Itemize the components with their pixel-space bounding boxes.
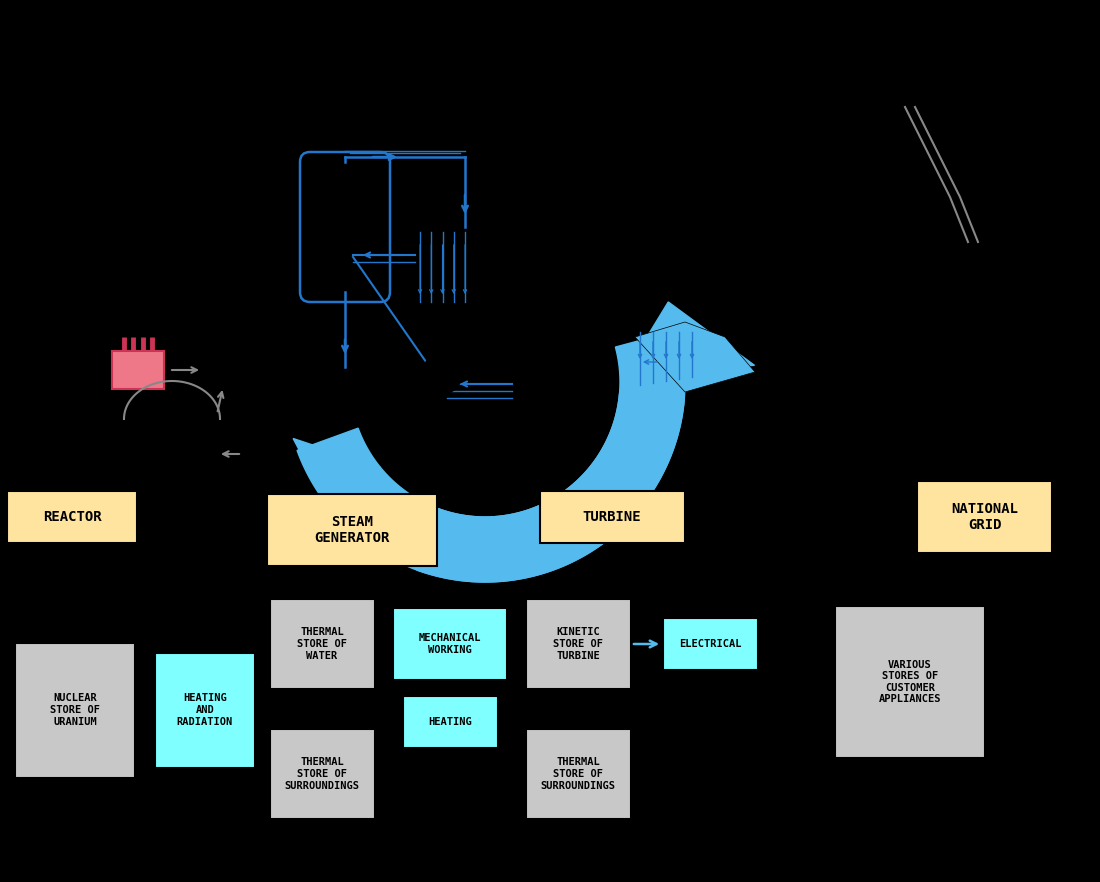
Text: NUCLEAR
STORE OF
URANIUM: NUCLEAR STORE OF URANIUM: [50, 693, 100, 727]
Text: THERMAL
STORE OF
SURROUNDINGS: THERMAL STORE OF SURROUNDINGS: [540, 758, 616, 790]
Text: THERMAL
STORE OF
SURROUNDINGS: THERMAL STORE OF SURROUNDINGS: [285, 758, 360, 790]
Text: STEAM
GENERATOR: STEAM GENERATOR: [315, 515, 389, 545]
Text: VARIOUS
STORES OF
CUSTOMER
APPLIANCES: VARIOUS STORES OF CUSTOMER APPLIANCES: [879, 660, 942, 705]
FancyBboxPatch shape: [526, 599, 630, 689]
FancyBboxPatch shape: [7, 491, 138, 543]
Text: TURBINE: TURBINE: [583, 510, 641, 524]
FancyBboxPatch shape: [270, 599, 374, 689]
Circle shape: [422, 354, 462, 394]
FancyBboxPatch shape: [267, 494, 437, 566]
Polygon shape: [417, 330, 685, 582]
FancyBboxPatch shape: [526, 729, 630, 819]
FancyBboxPatch shape: [15, 642, 135, 778]
FancyBboxPatch shape: [662, 618, 758, 670]
FancyBboxPatch shape: [270, 729, 374, 819]
Text: REACTOR: REACTOR: [43, 510, 101, 524]
Text: NATIONAL
GRID: NATIONAL GRID: [952, 502, 1019, 532]
FancyBboxPatch shape: [393, 608, 507, 680]
Text: THERMAL
STORE OF
WATER: THERMAL STORE OF WATER: [297, 627, 346, 661]
Text: KINETIC
STORE OF
TURBINE: KINETIC STORE OF TURBINE: [553, 627, 603, 661]
FancyBboxPatch shape: [917, 481, 1053, 553]
FancyBboxPatch shape: [112, 351, 164, 389]
Text: MECHANICAL
WORKING: MECHANICAL WORKING: [419, 633, 482, 654]
Polygon shape: [297, 393, 684, 582]
Polygon shape: [293, 438, 381, 509]
Polygon shape: [625, 302, 755, 373]
FancyBboxPatch shape: [539, 491, 684, 543]
Text: ELECTRICAL: ELECTRICAL: [679, 639, 741, 649]
Polygon shape: [635, 322, 755, 392]
FancyBboxPatch shape: [403, 696, 497, 748]
Text: HEATING: HEATING: [428, 717, 472, 727]
FancyBboxPatch shape: [835, 606, 984, 758]
Text: HEATING
AND
RADIATION: HEATING AND RADIATION: [177, 693, 233, 727]
FancyBboxPatch shape: [155, 653, 255, 767]
